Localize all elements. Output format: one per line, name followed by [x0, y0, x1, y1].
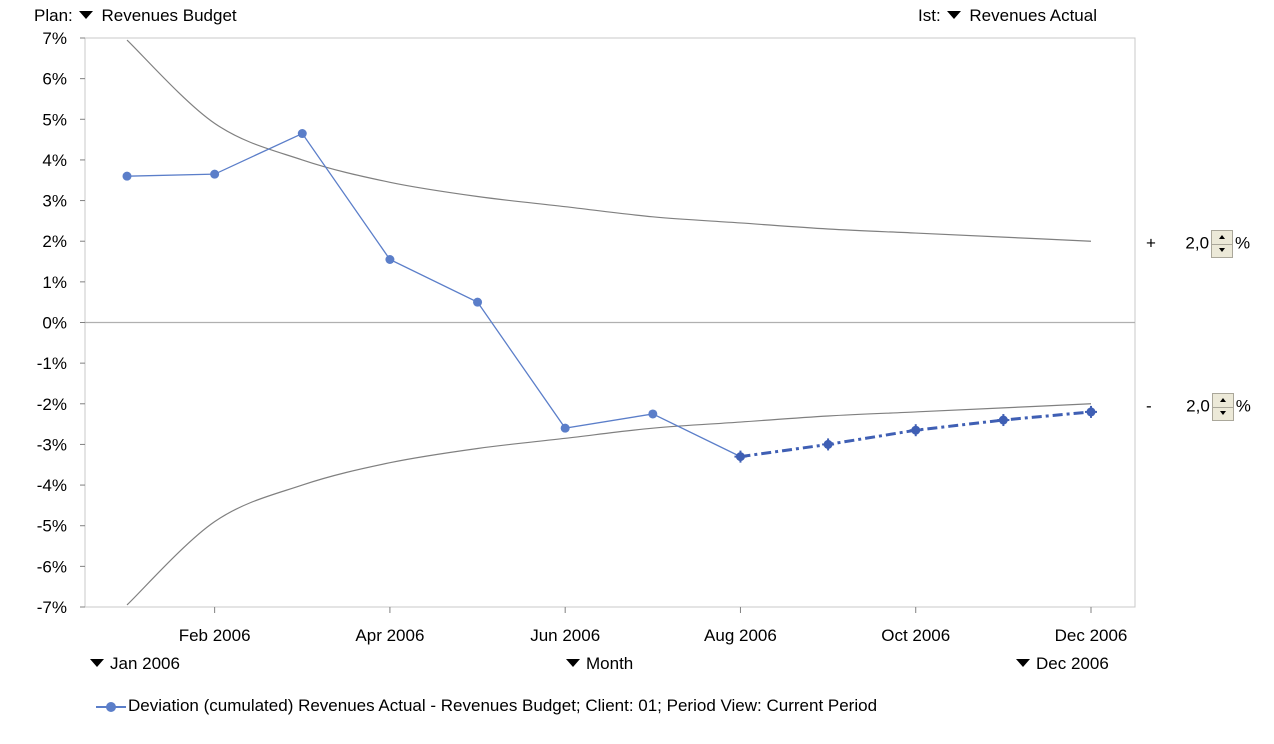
- legend: Deviation (cumulated) Revenues Actual - …: [96, 696, 877, 716]
- x-tick-label: Oct 2006: [881, 626, 950, 645]
- y-tick-label: 6%: [42, 70, 67, 89]
- x-tick-label: Apr 2006: [355, 626, 424, 645]
- y-tick-label: -6%: [37, 557, 67, 576]
- lower-spinner-up-icon[interactable]: [1212, 394, 1233, 408]
- end-period-dropdown-icon[interactable]: [1016, 659, 1030, 667]
- y-tick-label: 1%: [42, 273, 67, 292]
- upper-spinner-icon[interactable]: [1211, 230, 1234, 258]
- upper-sign: +: [1146, 233, 1156, 253]
- upper-spinner-up-icon[interactable]: [1212, 231, 1233, 245]
- actual-data-point: [648, 409, 658, 419]
- ist-label: Ist:: [918, 6, 941, 25]
- x-tick-label: Jun 2006: [530, 626, 600, 645]
- upper-tolerance-value[interactable]: 2,0: [1185, 233, 1210, 253]
- x-tick-label: Aug 2006: [704, 626, 777, 645]
- plan-selector: Plan: Revenues Budget: [34, 6, 237, 26]
- y-tick-label: -3%: [37, 435, 67, 454]
- actual-data-point: [297, 129, 307, 139]
- lower-percent: %: [1235, 396, 1251, 416]
- start-period-dropdown-icon[interactable]: [90, 659, 104, 667]
- y-tick-label: 3%: [42, 192, 67, 211]
- x-tick-label: Feb 2006: [179, 626, 251, 645]
- y-tick-label: 4%: [42, 151, 67, 170]
- y-tick-label: -2%: [37, 395, 67, 414]
- actual-data-point: [385, 255, 395, 265]
- y-tick-label: 7%: [42, 29, 67, 48]
- lower-spinner-down-icon[interactable]: [1213, 407, 1233, 420]
- end-period-selector[interactable]: Dec 2006: [1016, 654, 1109, 674]
- upper-tolerance-curve: [126, 39, 1092, 242]
- lower-tolerance-value[interactable]: 2,0: [1186, 396, 1210, 416]
- forecast-data-point: [822, 438, 835, 451]
- y-tick-label: 5%: [42, 110, 67, 129]
- y-tick-label: -1%: [37, 354, 67, 373]
- y-tick-label: 2%: [42, 232, 67, 251]
- y-tick-label: -4%: [37, 476, 67, 495]
- plan-value[interactable]: Revenues Budget: [101, 6, 237, 25]
- actual-data-point: [122, 171, 132, 181]
- lower-tolerance-control: - 2,0%: [1146, 393, 1251, 421]
- granularity-value[interactable]: Month: [586, 654, 634, 673]
- granularity-selector[interactable]: Month: [566, 654, 633, 674]
- legend-label: Deviation (cumulated) Revenues Actual - …: [128, 696, 878, 715]
- ist-selector: Ist: Revenues Actual: [918, 6, 1097, 26]
- plan-label: Plan:: [34, 6, 73, 25]
- plan-dropdown-arrow-icon[interactable]: [77, 6, 101, 26]
- granularity-dropdown-icon[interactable]: [566, 659, 580, 667]
- y-tick-label: 0%: [42, 314, 67, 333]
- actual-series-line: [126, 132, 741, 458]
- start-period-selector[interactable]: Jan 2006: [90, 654, 180, 674]
- actual-data-point: [210, 169, 220, 179]
- upper-spinner-down-icon[interactable]: [1212, 244, 1232, 257]
- lower-sign: -: [1146, 396, 1152, 416]
- lower-tolerance-curve: [126, 403, 1092, 606]
- ist-value[interactable]: Revenues Actual: [969, 6, 1097, 25]
- y-tick-label: -7%: [37, 598, 67, 617]
- forecast-data-point: [909, 424, 922, 437]
- lower-spinner-icon[interactable]: [1211, 393, 1234, 421]
- forecast-data-point: [734, 450, 747, 463]
- actual-data-point: [473, 297, 483, 307]
- forecast-data-point: [997, 414, 1010, 427]
- upper-tolerance-control: + 2,0%: [1146, 230, 1250, 258]
- forecast-data-point: [1085, 405, 1097, 418]
- end-period-value[interactable]: Dec 2006: [1036, 654, 1109, 673]
- legend-series-marker-icon: [96, 701, 126, 713]
- ist-dropdown-arrow-icon[interactable]: [945, 6, 969, 26]
- actual-data-point: [560, 423, 570, 433]
- upper-percent: %: [1235, 233, 1251, 253]
- y-tick-label: -5%: [37, 517, 67, 536]
- start-period-value[interactable]: Jan 2006: [110, 654, 180, 673]
- x-tick-label: Dec 2006: [1055, 626, 1128, 645]
